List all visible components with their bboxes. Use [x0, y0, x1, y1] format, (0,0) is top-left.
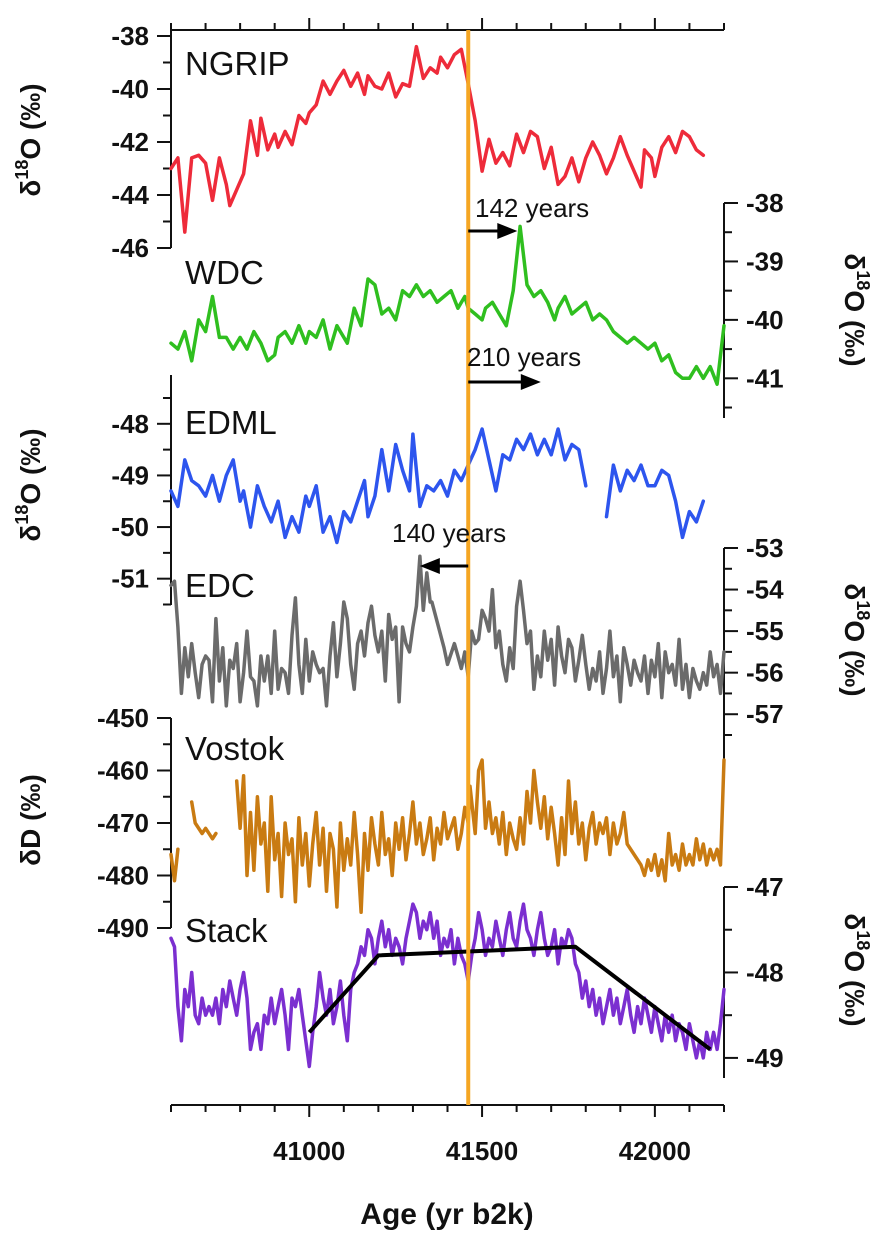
top-x-axis	[170, 18, 725, 31]
stack-panel: -49 -48 -47 δ18O (‰) Stack	[169, 872, 873, 1078]
stack-axis-title: δ18O (‰)	[839, 913, 873, 1026]
vostok-y-tick-label: -460	[97, 756, 149, 786]
vostok-panel: -490 -480 -470 -460 -450 δD (‰) Vostok	[15, 703, 726, 943]
bottom-x-axis: 41000 41500 42000	[170, 1104, 725, 1166]
wdc-y-tick-label: -39	[746, 246, 784, 276]
ngrip-axis-title: δ18O (‰)	[12, 83, 46, 196]
ngrip-y-tick-label: -44	[111, 180, 149, 210]
wdc-axis-title: δ18O (‰)	[839, 253, 873, 366]
lag-annotation-label: 210 years	[467, 342, 581, 372]
edml-y-tick-label: -48	[111, 409, 149, 439]
edml-record-name: EDML	[185, 404, 277, 441]
stack-trend-line	[307, 944, 712, 1051]
stack-y-tick-label: -48	[746, 957, 784, 987]
edml-y-tick-label: -50	[111, 512, 149, 542]
ngrip-y-tick-label: -40	[111, 74, 149, 104]
x-tick-label: 41000	[273, 1136, 345, 1166]
stack-record-name: Stack	[185, 912, 268, 949]
stack-y-tick-label: -49	[746, 1043, 784, 1073]
edc-y-tick-label: -57	[746, 699, 784, 729]
ngrip-y-tick-label: -42	[111, 127, 149, 157]
vostok-axis-title: δD (‰)	[15, 774, 46, 866]
ngrip-series-line	[169, 44, 706, 234]
lag-arrow-head	[419, 558, 440, 574]
edml-axis-title: δ18O (‰)	[12, 428, 46, 541]
edc-panel: -57 -56 -55 -54 -53 δ18O (‰) EDC	[169, 533, 873, 760]
wdc-series-line	[169, 224, 726, 386]
x-tick-label: 41500	[446, 1136, 518, 1166]
lag-annotation-label: 140 years	[392, 518, 506, 548]
edml-series-line	[169, 427, 706, 545]
ngrip-record-name: NGRIP	[185, 45, 290, 82]
vostok-y-tick-label: -490	[97, 913, 149, 943]
edc-y-tick-label: -56	[746, 658, 784, 688]
record-panels: -46 -44 -42 -40 -38 δ18O (‰) NGRIP -41 -40 -39 -38…	[12, 21, 873, 1078]
ngrip-y-tick-label: -46	[111, 233, 149, 263]
edc-axis-title: δ18O (‰)	[839, 583, 873, 696]
ngrip-y-tick-label: -38	[111, 21, 149, 51]
edc-y-tick-label: -55	[746, 616, 784, 646]
ngrip-panel: -46 -44 -42 -40 -38 δ18O (‰) NGRIP	[12, 21, 706, 263]
vostok-y-tick-label: -470	[97, 808, 149, 838]
lag-annotations: 142 years 210 years 140 years	[392, 193, 589, 574]
stack-series-line	[169, 902, 726, 1069]
edc-y-tick-label: -53	[746, 533, 784, 563]
x-tick-label: 42000	[619, 1136, 691, 1166]
wdc-y-tick-label: -41	[746, 363, 784, 393]
edc-y-tick-label: -54	[746, 575, 784, 605]
vostok-record-name: Vostok	[185, 730, 285, 767]
stack-y-tick-label: -47	[746, 872, 784, 902]
edml-panel: -51 -50 -49 -48 δ18O (‰) EDML	[12, 375, 706, 606]
lag-annotation-label: 142 years	[475, 193, 589, 223]
edc-record-name: EDC	[185, 567, 255, 604]
vostok-y-tick-label: -450	[97, 703, 149, 733]
lag-arrow-head	[497, 223, 518, 239]
lag-arrow-head	[520, 374, 541, 390]
wdc-y-tick-label: -38	[746, 188, 784, 218]
edml-y-tick-label: -51	[111, 564, 149, 594]
edc-series-line	[169, 554, 726, 708]
vostok-y-tick-label: -480	[97, 861, 149, 891]
wdc-y-tick-label: -40	[746, 305, 784, 335]
x-axis-label: Age (yr b2k)	[360, 1198, 533, 1231]
edml-y-tick-label: -49	[111, 460, 149, 490]
wdc-record-name: WDC	[185, 254, 264, 291]
wdc-panel: -41 -40 -39 -38 δ18O (‰) WDC	[169, 188, 873, 418]
vostok-series-line	[169, 758, 726, 915]
